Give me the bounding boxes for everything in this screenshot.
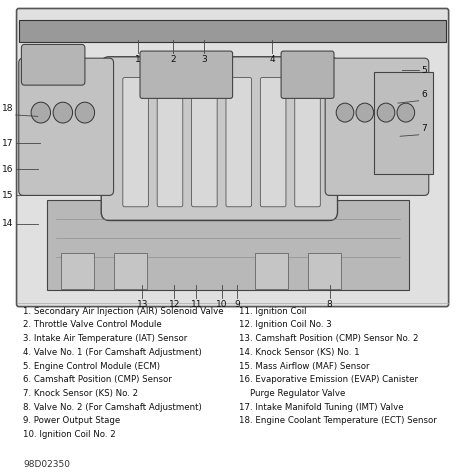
Text: 98D02350: 98D02350 (23, 460, 70, 469)
FancyBboxPatch shape (157, 78, 183, 207)
Text: 2: 2 (170, 55, 176, 64)
Text: 1. Secondary Air Injection (AIR) Solenoid Valve: 1. Secondary Air Injection (AIR) Solenoi… (23, 307, 224, 316)
Text: 5: 5 (421, 66, 427, 75)
Text: 14. Knock Sensor (KS) No. 1: 14. Knock Sensor (KS) No. 1 (239, 348, 360, 357)
Text: 14: 14 (2, 219, 13, 228)
Circle shape (397, 103, 415, 122)
Text: 15: 15 (1, 191, 13, 200)
Bar (255, 253, 288, 288)
Circle shape (31, 102, 51, 123)
Text: 9: 9 (234, 300, 240, 309)
Circle shape (377, 103, 395, 122)
Circle shape (53, 102, 73, 123)
Text: 7. Knock Sensor (KS) No. 2: 7. Knock Sensor (KS) No. 2 (23, 389, 138, 398)
Text: 15. Mass Airflow (MAF) Sensor: 15. Mass Airflow (MAF) Sensor (239, 361, 370, 370)
FancyBboxPatch shape (191, 78, 217, 207)
Text: 11: 11 (191, 300, 202, 309)
FancyBboxPatch shape (19, 58, 114, 196)
Text: 18: 18 (1, 104, 13, 113)
Text: Purge Regulator Valve: Purge Regulator Valve (239, 389, 346, 398)
FancyBboxPatch shape (281, 51, 334, 99)
Bar (374, 72, 433, 174)
Text: 8: 8 (327, 300, 332, 309)
Bar (19, 20, 447, 41)
Text: 5. Engine Control Module (ECM): 5. Engine Control Module (ECM) (23, 361, 160, 370)
Text: 17: 17 (1, 139, 13, 148)
Text: 13: 13 (137, 300, 148, 309)
FancyBboxPatch shape (123, 78, 148, 207)
FancyBboxPatch shape (226, 78, 252, 207)
Text: 7: 7 (421, 124, 427, 133)
Text: 4: 4 (269, 55, 275, 64)
FancyBboxPatch shape (260, 78, 286, 207)
Text: 13. Camshaft Position (CMP) Sensor No. 2: 13. Camshaft Position (CMP) Sensor No. 2 (239, 334, 419, 343)
FancyBboxPatch shape (21, 44, 85, 85)
Text: 6. Camshaft Position (CMP) Sensor: 6. Camshaft Position (CMP) Sensor (23, 375, 172, 384)
Text: 8. Valve No. 2 (For Camshaft Adjustment): 8. Valve No. 2 (For Camshaft Adjustment) (23, 403, 202, 412)
Bar (61, 253, 94, 288)
Text: 3. Intake Air Temperature (IAT) Sensor: 3. Intake Air Temperature (IAT) Sensor (23, 334, 187, 343)
Bar (308, 253, 341, 288)
Text: 12. Ignition Coil No. 3: 12. Ignition Coil No. 3 (239, 320, 332, 329)
Bar (114, 253, 146, 288)
Text: 18. Engine Coolant Temperature (ECT) Sensor: 18. Engine Coolant Temperature (ECT) Sen… (239, 416, 437, 426)
Text: 10. Ignition Coil No. 2: 10. Ignition Coil No. 2 (23, 430, 116, 439)
Text: 11. Ignition Coil: 11. Ignition Coil (239, 307, 307, 316)
Bar (47, 200, 409, 290)
Text: 10: 10 (216, 300, 228, 309)
Text: 16. Evaporative Emission (EVAP) Canister: 16. Evaporative Emission (EVAP) Canister (239, 375, 418, 384)
FancyBboxPatch shape (325, 58, 429, 196)
Text: 16: 16 (1, 165, 13, 174)
Text: 9. Power Output Stage: 9. Power Output Stage (23, 416, 120, 426)
Text: 12: 12 (169, 300, 180, 309)
Text: 4. Valve No. 1 (For Camshaft Adjustment): 4. Valve No. 1 (For Camshaft Adjustment) (23, 348, 202, 357)
Text: 17. Intake Manifold Tuning (IMT) Valve: 17. Intake Manifold Tuning (IMT) Valve (239, 403, 404, 412)
FancyBboxPatch shape (140, 51, 233, 99)
Circle shape (356, 103, 374, 122)
Text: 3: 3 (201, 55, 207, 64)
Text: 6: 6 (421, 90, 427, 99)
FancyBboxPatch shape (17, 9, 448, 307)
Text: 2. Throttle Valve Control Module: 2. Throttle Valve Control Module (23, 320, 162, 329)
Circle shape (75, 102, 95, 123)
Circle shape (336, 103, 354, 122)
FancyBboxPatch shape (295, 78, 320, 207)
Text: 1: 1 (135, 55, 141, 64)
FancyBboxPatch shape (101, 57, 337, 220)
